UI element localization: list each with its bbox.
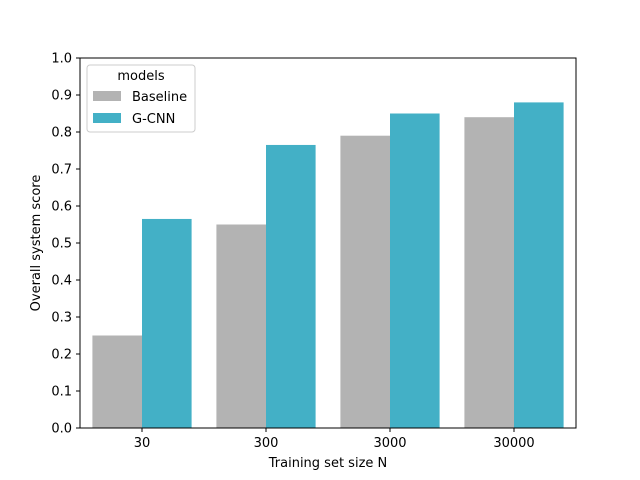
legend: models Baseline G-CNN bbox=[86, 64, 196, 133]
legend-label-gcnn: G-CNN bbox=[132, 112, 175, 127]
bar-g-cnn-300 bbox=[266, 144, 316, 428]
y-tick-label: 0.8 bbox=[51, 126, 72, 141]
bars-group bbox=[92, 102, 564, 429]
legend-label-baseline: Baseline bbox=[132, 90, 187, 105]
y-tick-label: 0.6 bbox=[51, 200, 72, 215]
legend-swatch-gcnn bbox=[93, 113, 121, 123]
bar-g-cnn-3000 bbox=[390, 113, 440, 428]
bar-baseline-3000 bbox=[340, 135, 390, 428]
bar-g-cnn-30 bbox=[142, 218, 192, 428]
legend-title: models bbox=[117, 69, 164, 84]
bar-baseline-30 bbox=[92, 335, 142, 428]
x-axis: 30 300 3000 30000 bbox=[134, 428, 535, 451]
y-tick-label: 0.4 bbox=[51, 274, 72, 289]
x-tick-label: 300 bbox=[254, 436, 279, 451]
legend-swatch-baseline bbox=[93, 91, 121, 101]
y-axis-label: Overall system score bbox=[29, 175, 44, 312]
y-axis: 0.0 0.1 0.2 0.3 0.4 0.5 0.6 0.7 0.8 0.9 1.0 bbox=[51, 52, 80, 437]
x-axis-label: Training set size N bbox=[268, 456, 388, 471]
y-tick-label: 0.2 bbox=[51, 348, 72, 363]
y-tick-label: 0.3 bbox=[51, 311, 72, 326]
y-tick-label: 0.1 bbox=[51, 385, 72, 400]
x-tick-label: 3000 bbox=[373, 436, 406, 451]
y-tick-label: 0.7 bbox=[51, 163, 72, 178]
y-tick-label: 0.0 bbox=[51, 422, 72, 437]
y-tick-label: 0.5 bbox=[51, 237, 72, 252]
y-tick-label: 0.9 bbox=[51, 89, 72, 104]
y-tick-label: 1.0 bbox=[51, 52, 72, 67]
x-tick-label: 30000 bbox=[493, 436, 534, 451]
bar-baseline-30000 bbox=[464, 117, 514, 428]
x-tick-label: 30 bbox=[134, 436, 151, 451]
bar-baseline-300 bbox=[216, 224, 266, 428]
bar-g-cnn-30000 bbox=[514, 102, 564, 429]
